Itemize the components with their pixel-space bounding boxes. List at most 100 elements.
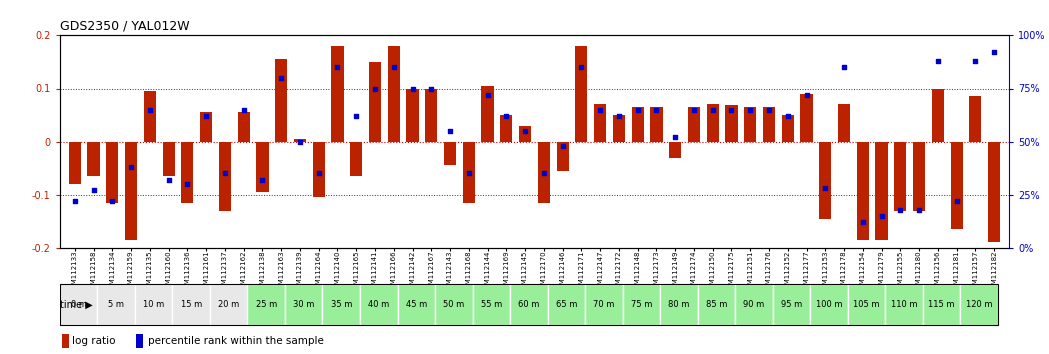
Bar (894, 142, 906, 211)
Bar (613, 115, 625, 142)
Bar (331, 46, 344, 142)
Bar (838, 104, 850, 142)
Bar (988, 142, 1001, 242)
Point (479, 92, 496, 98)
Point (254, 177, 271, 183)
Point (611, 113, 627, 119)
Bar (444, 142, 456, 166)
Bar (923, 284, 960, 325)
Text: 120 m: 120 m (966, 300, 992, 309)
Bar (68, 142, 81, 184)
Bar (163, 142, 175, 176)
Point (179, 181, 196, 187)
Bar (500, 115, 512, 142)
Point (836, 64, 853, 70)
Point (273, 75, 290, 81)
Point (442, 128, 458, 134)
Point (535, 171, 552, 176)
Bar (472, 284, 510, 325)
Point (104, 198, 121, 204)
Point (704, 107, 721, 113)
Text: 0 m: 0 m (70, 300, 87, 309)
Bar (256, 142, 269, 192)
Bar (125, 142, 137, 240)
Bar (950, 142, 963, 229)
Text: log ratio: log ratio (71, 336, 115, 346)
Bar (87, 142, 100, 176)
Bar (876, 142, 887, 240)
Text: 100 m: 100 m (816, 300, 842, 309)
Point (235, 107, 252, 113)
Bar (857, 142, 869, 240)
Bar (181, 142, 193, 202)
Bar (885, 284, 923, 325)
Bar (575, 46, 587, 142)
Point (929, 58, 946, 64)
Point (85, 188, 102, 193)
Bar (800, 94, 813, 142)
Bar (913, 142, 925, 211)
Bar (660, 284, 698, 325)
Bar (773, 284, 810, 325)
Text: 70 m: 70 m (593, 300, 615, 309)
Bar (623, 284, 660, 325)
Text: 5 m: 5 m (108, 300, 124, 309)
Bar (388, 46, 400, 142)
Point (629, 107, 646, 113)
Text: time ▶: time ▶ (60, 299, 93, 309)
Text: 110 m: 110 m (891, 300, 917, 309)
Bar (248, 284, 285, 325)
Bar (219, 142, 231, 211)
Bar (688, 107, 700, 142)
Point (592, 107, 608, 113)
Bar (510, 284, 548, 325)
Point (385, 64, 402, 70)
Point (461, 171, 477, 176)
Bar (285, 284, 322, 325)
Text: GDS2350 / YAL012W: GDS2350 / YAL012W (60, 20, 190, 33)
Bar (210, 284, 248, 325)
Bar (707, 104, 719, 142)
Point (160, 177, 177, 183)
Text: 105 m: 105 m (853, 300, 880, 309)
Bar (425, 88, 437, 142)
Text: 20 m: 20 m (218, 300, 239, 309)
Bar (782, 115, 794, 142)
Point (142, 107, 158, 113)
Point (854, 219, 871, 225)
Bar (135, 334, 143, 348)
Bar (60, 284, 998, 325)
Point (723, 107, 740, 113)
Bar (848, 284, 885, 325)
Bar (763, 107, 775, 142)
Point (986, 50, 1003, 55)
Point (517, 128, 534, 134)
Point (967, 58, 984, 64)
Point (911, 207, 927, 212)
Text: 115 m: 115 m (928, 300, 955, 309)
Text: 10 m: 10 m (143, 300, 165, 309)
Bar (398, 284, 435, 325)
Bar (538, 142, 550, 202)
Bar (735, 284, 773, 325)
Text: 30 m: 30 m (293, 300, 315, 309)
Point (329, 64, 346, 70)
Point (648, 107, 665, 113)
Point (892, 207, 908, 212)
Bar (62, 334, 69, 348)
Point (423, 86, 440, 91)
Text: percentile rank within the sample: percentile rank within the sample (148, 336, 323, 346)
Bar (669, 142, 681, 158)
Bar (106, 142, 119, 202)
Bar (548, 284, 585, 325)
Point (123, 164, 140, 170)
Text: 55 m: 55 m (480, 300, 501, 309)
Bar (98, 284, 135, 325)
Text: 60 m: 60 m (518, 300, 539, 309)
Bar (406, 88, 419, 142)
Text: 15 m: 15 m (180, 300, 201, 309)
Text: 80 m: 80 m (668, 300, 689, 309)
Point (798, 92, 815, 98)
Bar (350, 142, 362, 176)
Point (292, 139, 308, 144)
